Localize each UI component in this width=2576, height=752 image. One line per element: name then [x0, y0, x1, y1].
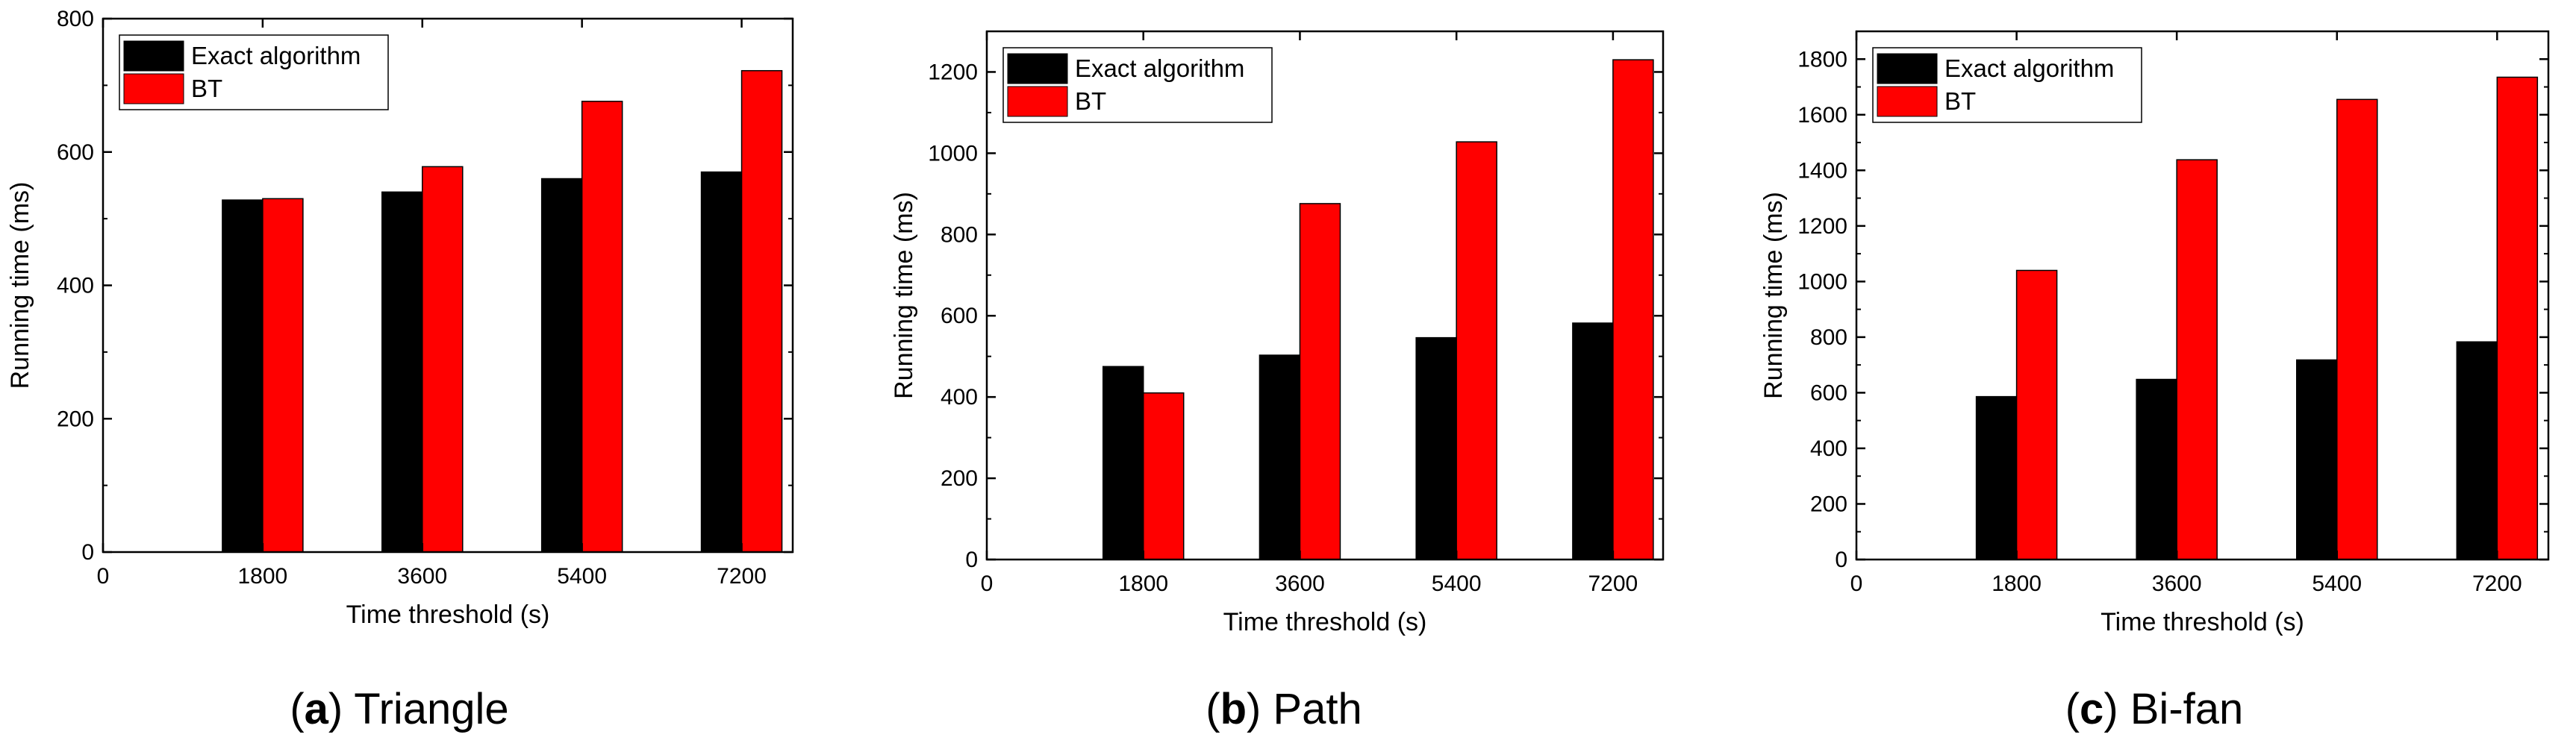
- y-axis-label: Running time (ms): [890, 192, 918, 399]
- x-tick-label: 7200: [1588, 571, 1638, 596]
- plot-frame: [1855, 30, 2550, 561]
- y-tick-label: 1200: [928, 60, 978, 84]
- bar-exact-algorithm-1800: [1102, 366, 1144, 560]
- bar-bt-5400: [581, 101, 623, 553]
- bar-bt-1800: [262, 198, 304, 553]
- y-tick-label: 0: [1835, 548, 1847, 572]
- plot-frame: [985, 30, 1665, 561]
- bar-exact-algorithm-7200: [1572, 322, 1614, 560]
- bar-exact-algorithm-1800: [222, 199, 263, 553]
- y-tick-label: 800: [57, 7, 94, 31]
- bar-exact-algorithm-7200: [700, 171, 743, 553]
- x-tick-label: 0: [981, 571, 994, 596]
- x-tick-label: 5400: [1432, 571, 1482, 596]
- bar-exact-algorithm-1800: [1975, 395, 2018, 560]
- x-tick-label: 3600: [1275, 571, 1325, 596]
- y-tick-label: 1000: [1797, 269, 1847, 294]
- y-tick-label: 600: [57, 140, 94, 165]
- legend-swatch-bt: [1007, 86, 1068, 117]
- legend-label-exact-algorithm: Exact algorithm: [191, 42, 361, 69]
- chart-panel-2: 0 200 400 600 800 1000 1200 0 1800 3600 5400 7200 Ti…: [890, 30, 1665, 733]
- y-tick-label: 1800: [1797, 47, 1847, 72]
- bar-bt-3600: [1299, 203, 1341, 560]
- y-tick-label: 0: [965, 548, 978, 572]
- legend-label-exact-algorithm: Exact algorithm: [1075, 54, 1244, 82]
- y-tick-label: 400: [57, 274, 94, 298]
- x-tick-label: 0: [1850, 571, 1863, 596]
- x-tick-label: 1800: [1992, 571, 2042, 596]
- y-tick-label: 1200: [1797, 214, 1847, 239]
- bar-bt-7200: [740, 69, 783, 553]
- y-axis-label: Running time (ms): [6, 182, 34, 389]
- bar-exact-algorithm-7200: [2456, 341, 2498, 560]
- y-tick-label: 200: [57, 407, 94, 431]
- chart-panel-3: 0 200 400 600 800 1000 1200 1400 1600 1800 0 1800 36…: [1759, 30, 2550, 733]
- subfigure-caption: (a) Triangle: [290, 685, 508, 733]
- y-tick-label: 600: [941, 304, 978, 328]
- x-axis-label: Time threshold (s): [346, 601, 550, 629]
- x-tick-label: 0: [97, 564, 110, 589]
- y-tick-label: 600: [1810, 380, 1847, 405]
- x-tick-label: 3600: [2152, 571, 2202, 596]
- legend-swatch-bt: [123, 73, 184, 104]
- y-tick-label: 1600: [1797, 103, 1847, 128]
- bar-exact-algorithm-3600: [1259, 354, 1301, 560]
- x-axis-label: Time threshold (s): [2101, 608, 2304, 636]
- y-axis-label: Running time (ms): [1759, 192, 1788, 399]
- bar-bt-1800: [1142, 392, 1185, 560]
- y-tick-label: 400: [941, 385, 978, 410]
- legend-label-exact-algorithm: Exact algorithm: [1945, 54, 2114, 82]
- y-tick-label: 1000: [928, 141, 978, 166]
- bar-bt-3600: [2176, 159, 2218, 560]
- x-tick-label: 5400: [557, 564, 607, 589]
- y-tick-label: 200: [1810, 492, 1847, 516]
- y-tick-label: 800: [1810, 325, 1847, 350]
- x-axis-label: Time threshold (s): [1223, 608, 1427, 636]
- x-tick-label: 1800: [1118, 571, 1168, 596]
- bar-exact-algorithm-3600: [2136, 378, 2177, 560]
- legend-swatch-exact-algorithm: [1877, 53, 1938, 84]
- subfigure-caption: (b) Path: [1206, 685, 1362, 733]
- bar-bt-1800: [2015, 269, 2058, 560]
- legend-label-bt: BT: [1075, 87, 1106, 115]
- bar-bt-3600: [422, 166, 464, 553]
- x-tick-label: 1800: [238, 564, 288, 589]
- subfigure-caption: (c) Bi-fan: [2065, 685, 2244, 733]
- legend-swatch-exact-algorithm: [123, 40, 184, 72]
- x-tick-label: 7200: [2472, 571, 2522, 596]
- y-tick-label: 1400: [1797, 158, 1847, 183]
- bar-exact-algorithm-5400: [2296, 359, 2338, 560]
- bar-exact-algorithm-5400: [540, 178, 583, 553]
- x-tick-label: 7200: [717, 564, 767, 589]
- x-tick-label: 3600: [397, 564, 447, 589]
- bar-bt-5400: [2336, 98, 2378, 560]
- y-tick-label: 0: [81, 540, 94, 565]
- y-tick-label: 400: [1810, 436, 1847, 461]
- chart-panel-1: 0 200 400 600 800 0 1800 3600 5400 7200 Time thres…: [6, 7, 794, 733]
- legend-swatch-exact-algorithm: [1007, 53, 1068, 84]
- bar-exact-algorithm-5400: [1415, 336, 1457, 560]
- bar-bt-5400: [1456, 141, 1497, 560]
- legend-label-bt: BT: [1945, 87, 1976, 115]
- y-tick-label: 800: [941, 222, 978, 247]
- x-tick-label: 5400: [2312, 571, 2362, 596]
- y-tick-label: 200: [941, 466, 978, 491]
- legend-swatch-bt: [1877, 86, 1938, 117]
- bar-bt-7200: [1612, 59, 1654, 560]
- legend-label-bt: BT: [191, 75, 222, 102]
- bar-exact-algorithm-3600: [381, 191, 423, 553]
- bar-bt-7200: [2496, 76, 2539, 560]
